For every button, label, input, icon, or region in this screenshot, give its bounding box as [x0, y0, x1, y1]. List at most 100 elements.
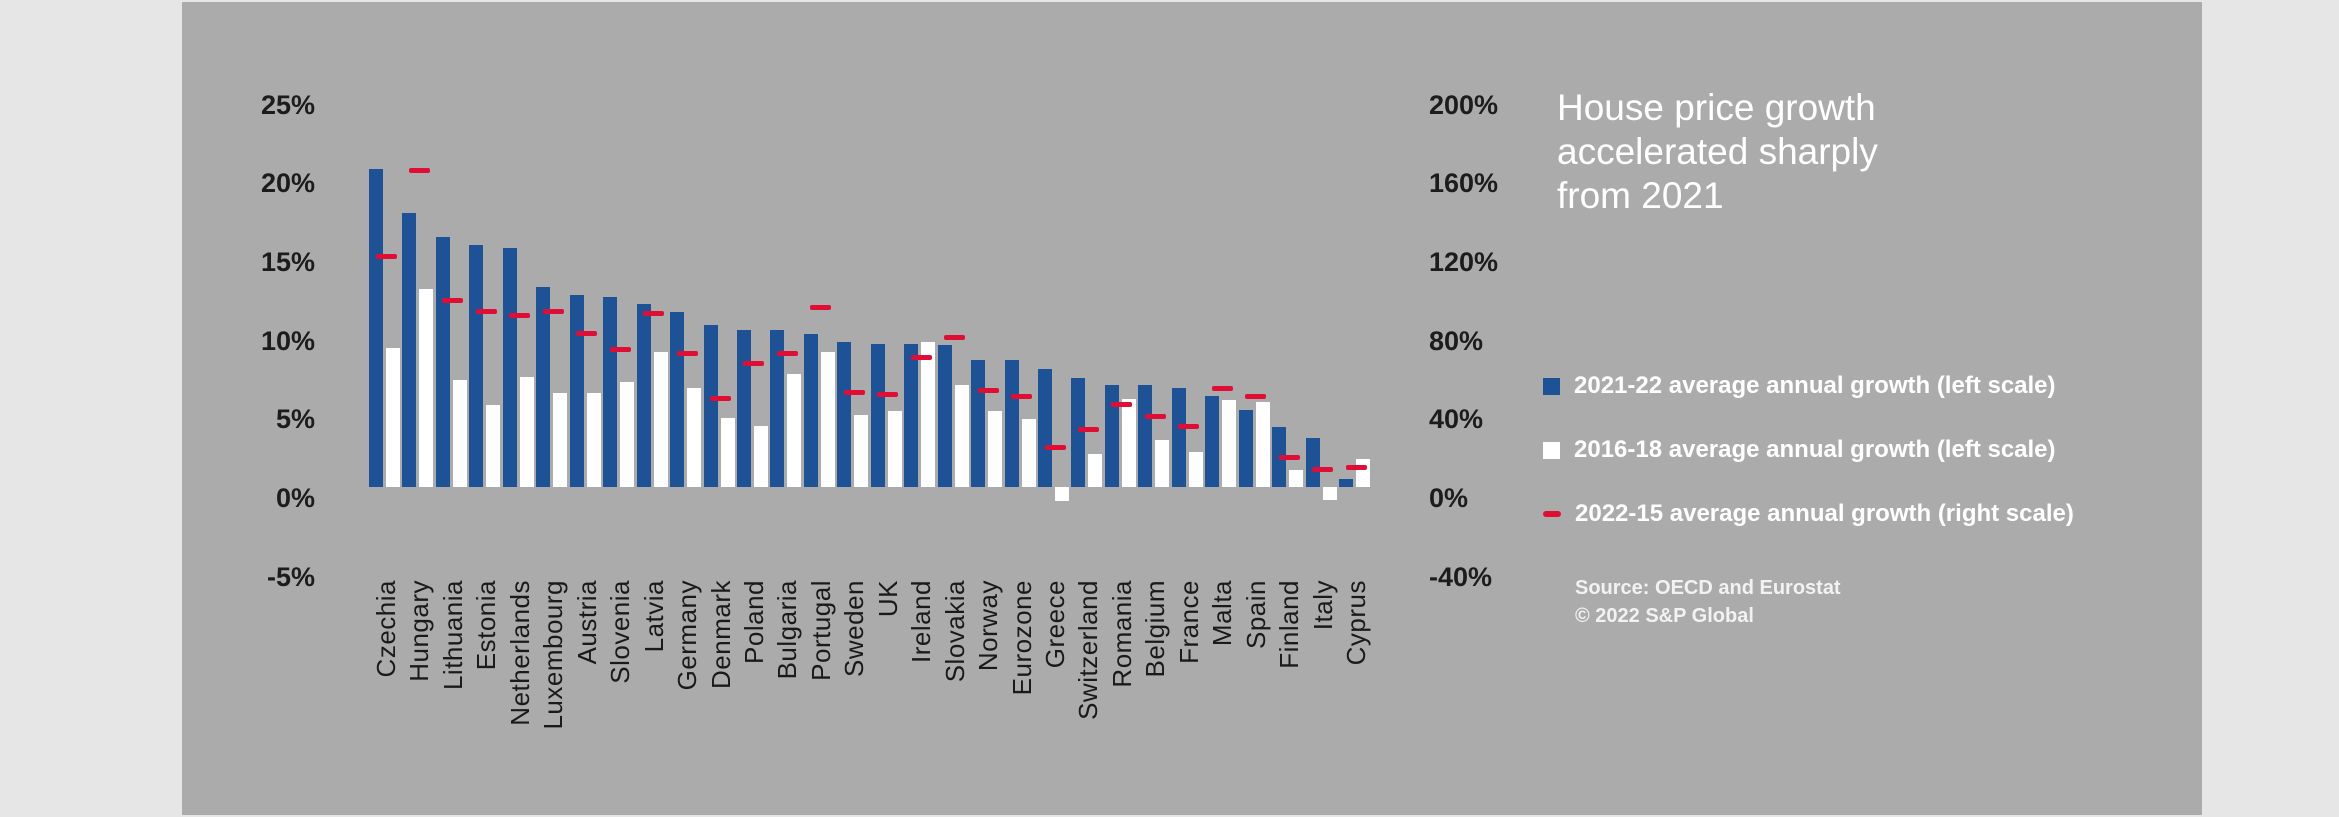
bar-2021-22 [536, 287, 551, 487]
bar-2021-22 [435, 236, 450, 487]
bar-2016-18 [820, 351, 835, 487]
x-axis-label: Germany [672, 580, 703, 691]
bar-2016-18 [586, 392, 601, 487]
dash-2022-15 [442, 297, 464, 303]
dash-2022-15 [1011, 393, 1033, 399]
dash-2022-15 [710, 395, 731, 401]
bar-2021-22 [603, 296, 618, 487]
x-axis-label: Ireland [906, 580, 937, 663]
bar-2016-18 [753, 425, 768, 487]
y-axis-label-left: 0% [275, 483, 315, 513]
legend-label: 2022-15 average annual growth (right sca… [1575, 500, 2074, 527]
x-axis-label: Estonia [471, 580, 502, 671]
dash-2022-15 [609, 346, 631, 352]
chart-title-line: accelerated sharply [1557, 131, 1878, 172]
x-axis-label: Sweden [839, 580, 870, 677]
bar-2021-22 [937, 345, 952, 487]
legend-label: 2016-18 average annual growth (left scal… [1574, 436, 2056, 463]
bar-2016-18 [1055, 487, 1069, 502]
dash-2022-15 [509, 313, 531, 319]
x-axis-label: Bulgaria [772, 580, 803, 680]
x-axis-label: Latvia [638, 580, 669, 653]
blue-square-legend-icon [1543, 377, 1560, 395]
y-axis-label-right: 200% [1429, 89, 1499, 120]
bar-2021-22 [904, 343, 919, 487]
bar-2021-22 [837, 342, 852, 487]
bar-2021-22 [770, 329, 785, 487]
x-axis-label: Italy [1307, 580, 1338, 631]
bar-2021-22 [1004, 359, 1019, 487]
dash-2022-15 [1077, 427, 1099, 433]
bar-2016-18 [519, 376, 534, 487]
bar-2021-22 [402, 213, 417, 487]
dash-2022-15 [1144, 413, 1166, 419]
x-axis-label: Luxembourg [538, 580, 569, 730]
y-axis-label-left: 10% [260, 325, 315, 356]
x-axis-label: France [1173, 580, 1204, 664]
dash-2022-15 [643, 311, 665, 317]
bar-2016-18 [1289, 469, 1304, 487]
x-axis-label: Malta [1207, 580, 1238, 647]
x-axis-label: Denmark [705, 580, 736, 689]
x-axis-label: Finland [1274, 580, 1305, 669]
bar-2021-22 [1171, 387, 1186, 487]
bar-2016-18 [386, 348, 400, 487]
chart-title-line: from 2021 [1557, 175, 1724, 216]
x-axis-label: Switzerland [1073, 580, 1104, 720]
bar-2021-22 [703, 324, 718, 487]
bar-2016-18 [1222, 400, 1237, 487]
x-axis-label: Netherlands [504, 580, 535, 726]
dash-2022-15 [576, 331, 598, 337]
y-axis-label-left: 20% [260, 168, 315, 199]
bar-2021-22 [569, 294, 584, 487]
legend-item: 2016-18 average annual growth (left scal… [1543, 432, 2074, 468]
x-axis-label: Slovakia [939, 580, 970, 683]
y-axis-label-right: 120% [1429, 246, 1499, 277]
bar-2016-18 [887, 411, 902, 487]
bar-2016-18 [486, 405, 501, 487]
bar-2016-18 [921, 342, 936, 487]
bar-2021-22 [469, 244, 484, 487]
bar-2016-18 [1322, 487, 1337, 500]
x-axis-label: Slovenia [605, 580, 636, 684]
legend-item: 2021-22 average annual growth (left scal… [1543, 368, 2074, 404]
y-axis-label-left: 25% [260, 89, 315, 120]
x-axis-label: Lithuania [437, 580, 468, 691]
x-axis-label: Romania [1106, 580, 1137, 688]
x-axis-label: Norway [973, 580, 1004, 672]
white-square-legend-icon [1543, 441, 1560, 459]
dash-2022-15 [475, 309, 497, 315]
y-axis-label-left: 5% [275, 404, 315, 435]
bar-2021-22 [1071, 378, 1086, 487]
bar-2016-18 [1121, 398, 1136, 487]
bar-2016-18 [419, 288, 434, 487]
bar-2016-18 [787, 373, 802, 487]
y-axis-label-right: -40% [1429, 561, 1493, 592]
dash-2022-15 [776, 350, 798, 356]
source-line: © 2022 S&P Global [1575, 605, 1754, 627]
x-axis-label: Czechia [371, 580, 401, 678]
bar-2021-22 [1104, 384, 1119, 487]
x-axis-label: Poland [738, 580, 769, 664]
bar-2021-22 [636, 304, 651, 487]
source-note: Source: OECD and Eurostat © 2022 S&P Glo… [1575, 574, 1841, 630]
source-line: Source: OECD and Eurostat [1575, 577, 1841, 599]
y-axis-label-right: 40% [1429, 404, 1484, 435]
bar-2021-22 [1305, 438, 1320, 487]
bar-2021-22 [1205, 395, 1220, 487]
bar-2021-22 [1238, 409, 1253, 487]
dash-2022-15 [843, 390, 865, 396]
bar-2016-18 [720, 417, 735, 487]
dash-2022-15 [877, 392, 899, 398]
legend: 2021-22 average annual growth (left scal… [1543, 368, 2074, 560]
x-axis-label: Cyprus [1341, 580, 1372, 666]
dash-2022-15 [743, 360, 765, 366]
dash-2022-15 [1312, 466, 1334, 472]
x-axis-label: Austria [571, 580, 602, 665]
bar-2016-18 [954, 384, 969, 487]
x-axis-label: Greece [1040, 580, 1070, 669]
bar-2016-18 [1155, 439, 1170, 487]
bar-2016-18 [1255, 402, 1270, 487]
y-axis-label-right: 160% [1429, 168, 1499, 199]
